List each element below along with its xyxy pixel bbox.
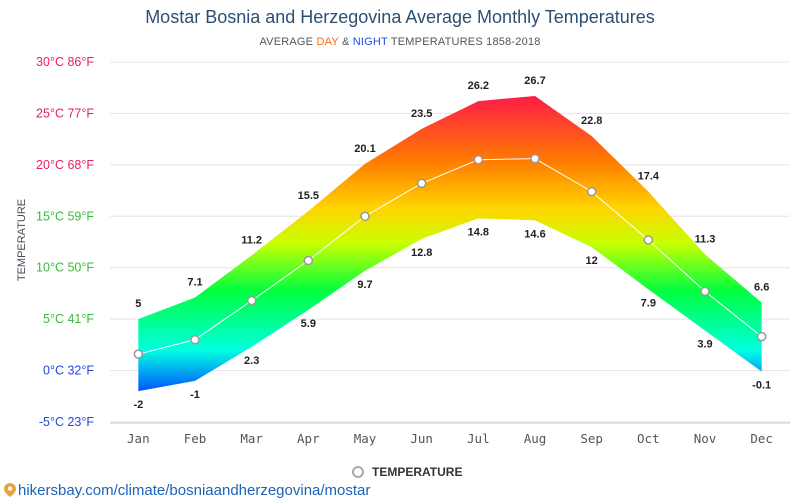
- x-tick-label: Feb: [184, 431, 207, 446]
- x-tick-label: Jul: [467, 431, 490, 446]
- x-tick-label: Sep: [580, 431, 603, 446]
- average-points: [133, 153, 767, 359]
- legend-label: TEMPERATURE: [372, 465, 463, 479]
- chart-subtitle: AVERAGE DAY & NIGHT TEMPERATURES 1858-20…: [0, 36, 800, 48]
- night-value-label: 2.3: [244, 355, 259, 367]
- night-value-label: 5.9: [301, 318, 316, 330]
- day-value-label: 7.1: [187, 277, 202, 289]
- legend[interactable]: TEMPERATURE: [352, 464, 462, 480]
- y-tick-label: 20°C 68°F: [36, 158, 94, 172]
- day-value-label: 11.2: [241, 234, 262, 246]
- night-value-label: -1: [190, 389, 200, 401]
- day-value-label: 26.7: [524, 75, 545, 87]
- average-point[interactable]: [586, 186, 597, 197]
- night-value-label: 3.9: [697, 338, 712, 350]
- night-value-label: -0.1: [752, 380, 771, 392]
- x-tick-label: May: [354, 431, 377, 446]
- source-text: hikersbay.com/climate/bosniaandherzegovi…: [18, 481, 371, 499]
- average-point[interactable]: [643, 235, 654, 245]
- average-point[interactable]: [360, 211, 370, 222]
- subtitle-and: &: [338, 36, 353, 48]
- average-point[interactable]: [756, 331, 767, 342]
- day-night-band: [138, 95, 762, 392]
- day-value-label: 11.3: [695, 233, 716, 245]
- average-point[interactable]: [473, 154, 484, 165]
- chart-title: Mostar Bosnia and Herzegovina Average Mo…: [145, 7, 655, 27]
- y-tick-label: 25°C 77°F: [36, 106, 94, 120]
- x-tick-label: Oct: [637, 431, 660, 446]
- subtitle-night: NIGHT: [352, 36, 388, 48]
- average-point[interactable]: [530, 153, 540, 164]
- x-tick-label: Mar: [240, 431, 263, 446]
- night-value-label: 9.7: [357, 279, 372, 291]
- source-link[interactable]: hikersbay.com/climate/bosniaandherzegovi…: [4, 480, 370, 500]
- x-tick-label: Dec: [750, 431, 773, 446]
- day-value-label: 6.6: [754, 282, 769, 294]
- y-tick-label: -5°C 23°F: [39, 415, 95, 429]
- day-value-label: 17.4: [638, 171, 660, 183]
- average-point[interactable]: [416, 178, 427, 189]
- night-value-label: 12.8: [411, 247, 432, 259]
- y-axis-ticks: 30°C 86°F 25°C 77°F 20°C 68°F 15°C 59°F 10°C…: [36, 55, 94, 429]
- subtitle-suffix: TEMPERATURES 1858-2018: [387, 36, 541, 48]
- average-point[interactable]: [246, 295, 257, 306]
- day-value-label: 26.2: [468, 80, 489, 92]
- day-value-label: 5: [135, 298, 141, 310]
- subtitle-day: DAY: [316, 36, 339, 48]
- temperature-band: [138, 95, 762, 392]
- map-pin-icon: [4, 483, 16, 497]
- night-value-label: 14.8: [468, 226, 489, 238]
- x-tick-label: Jun: [410, 431, 433, 446]
- average-line-path: [138, 158, 762, 355]
- day-value-label: 15.5: [298, 190, 319, 202]
- average-point[interactable]: [190, 334, 200, 345]
- average-point[interactable]: [133, 349, 144, 359]
- data-labels: 5 7.1 11.2 15.5 20.1 23.5 26.2 26.7 22.8 17.4 11.3…: [133, 75, 771, 411]
- night-value-label: -2: [133, 399, 143, 411]
- x-tick-label: Apr: [297, 431, 320, 446]
- x-tick-label: Nov: [694, 431, 717, 446]
- x-tick-label: Aug: [524, 431, 547, 446]
- average-line: [138, 158, 762, 355]
- circle-marker-icon: [352, 466, 364, 478]
- day-value-label: 20.1: [354, 143, 375, 155]
- y-tick-label: 10°C 50°F: [36, 261, 94, 275]
- day-value-label: 22.8: [581, 115, 602, 127]
- y-tick-label: 5°C 41°F: [43, 312, 94, 326]
- night-value-label: 7.9: [641, 297, 656, 309]
- average-point[interactable]: [700, 286, 710, 297]
- y-tick-label: 30°C 86°F: [36, 55, 94, 69]
- subtitle-prefix: AVERAGE: [259, 36, 317, 48]
- day-value-label: 23.5: [411, 108, 432, 120]
- x-axis-ticks: Jan Feb Mar Apr May Jun Jul Aug Sep Oct Nov Dec: [127, 431, 773, 446]
- y-tick-label: 15°C 59°F: [36, 209, 94, 223]
- y-axis-title: TEMPERATURE: [16, 199, 28, 281]
- y-tick-label: 0°C 32°F: [43, 364, 94, 378]
- night-value-label: 14.6: [524, 228, 545, 240]
- average-point[interactable]: [303, 255, 314, 266]
- night-value-label: 12: [586, 255, 598, 267]
- x-tick-label: Jan: [127, 431, 150, 446]
